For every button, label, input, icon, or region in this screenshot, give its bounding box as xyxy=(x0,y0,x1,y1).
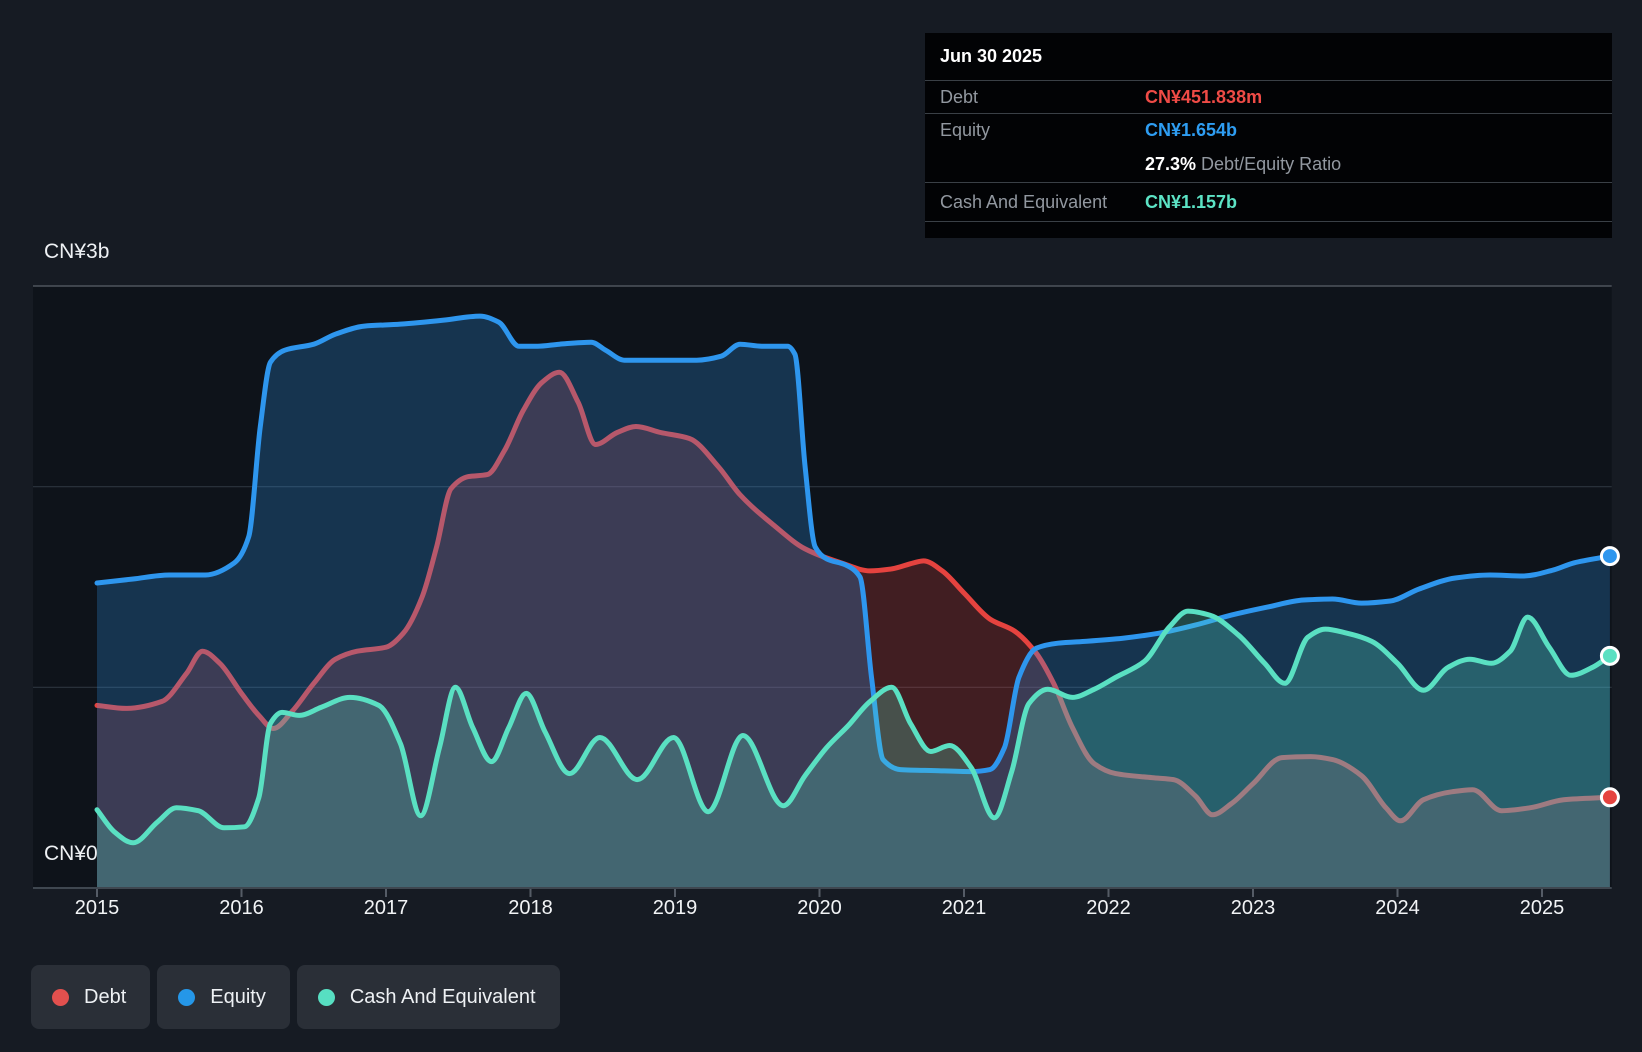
x-axis-label: 2025 xyxy=(1519,897,1565,919)
cash-dot-icon xyxy=(317,988,335,1006)
tooltip-panel: Jun 30 2025 Debt CN¥451.838m Equity CN¥1… xyxy=(925,33,1612,238)
legend-equity-label: Equity xyxy=(210,985,266,1008)
legend-cash-label: Cash And Equivalent xyxy=(349,985,536,1008)
x-axis-label: 2015 xyxy=(74,897,120,919)
x-axis-label: 2017 xyxy=(363,897,409,919)
debt-area xyxy=(97,372,1610,888)
equity-area xyxy=(97,316,1610,889)
tooltip-debt-label: Debt xyxy=(940,86,979,107)
tooltip-ratio-label: Debt/Equity Ratio xyxy=(1196,154,1342,174)
x-axis-label: 2021 xyxy=(941,897,987,919)
legend: Debt Equity Cash And Equivalent xyxy=(31,965,560,1029)
tooltip-cash-label: Cash And Equivalent xyxy=(940,191,1108,212)
debt-end-dot-icon xyxy=(1599,787,1620,808)
tooltip-cash-value: CN¥1.157b xyxy=(1145,191,1238,212)
tooltip-date: Jun 30 2025 xyxy=(925,33,1612,81)
tooltip-equity-value: CN¥1.654b xyxy=(1145,120,1238,140)
plot-background xyxy=(33,286,1612,888)
equity-line xyxy=(94,313,1613,775)
x-axis-label: 2024 xyxy=(1375,897,1420,919)
x-axis-label: 2019 xyxy=(652,897,698,919)
y-axis-label: CN¥3b xyxy=(44,239,110,263)
legend-item-debt[interactable]: Debt xyxy=(31,965,151,1029)
tooltip-row-equity: Equity CN¥1.654b xyxy=(925,114,1612,147)
x-axis-label: 2016 xyxy=(219,897,264,919)
legend-item-cash[interactable]: Cash And Equivalent xyxy=(296,965,560,1029)
x-axis-label: 2018 xyxy=(508,897,553,919)
equity-dot-icon xyxy=(178,988,196,1006)
x-axis-label: 2022 xyxy=(1086,897,1131,919)
legend-item-equity[interactable]: Equity xyxy=(157,965,290,1029)
debt-dot-icon xyxy=(52,988,69,1006)
cash-end-dot-icon xyxy=(1599,645,1620,666)
equity-end-dot-icon xyxy=(1599,546,1620,567)
cash-area xyxy=(97,611,1610,888)
tooltip-row-cash: Cash And Equivalent CN¥1.157b xyxy=(925,183,1612,222)
tooltip-row-ratio: 27.3% Debt/Equity Ratio xyxy=(925,147,1612,183)
tooltip-debt-value: CN¥451.838m xyxy=(1145,86,1263,107)
tooltip-row-debt: Debt CN¥451.838m xyxy=(925,81,1612,114)
y-axis-label: CN¥0 xyxy=(44,842,98,865)
cash-line xyxy=(94,608,1613,846)
x-axis-label: 2020 xyxy=(797,897,842,919)
legend-debt-label: Debt xyxy=(84,985,127,1008)
x-axis-label: 2023 xyxy=(1230,897,1276,919)
tooltip-ratio-value: 27.3% xyxy=(1145,154,1197,174)
tooltip-equity-label: Equity xyxy=(940,120,991,140)
debt-line xyxy=(94,369,1613,824)
